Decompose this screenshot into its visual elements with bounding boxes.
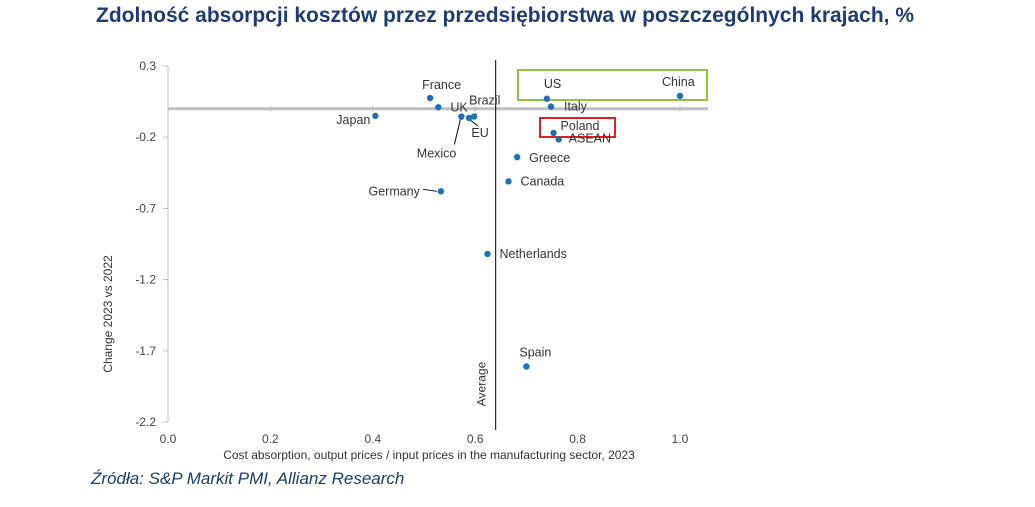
- y-tick-label: -0.7: [135, 201, 156, 215]
- point-label-greece: Greece: [529, 151, 570, 165]
- x-tick-label: 0.8: [569, 432, 586, 446]
- data-point-greece: [514, 154, 520, 160]
- point-label-spain: Spain: [519, 345, 551, 359]
- leader-line-mexico: [454, 120, 460, 145]
- y-tick-label: -1.7: [135, 344, 156, 358]
- point-label-china: China: [662, 75, 695, 89]
- data-point-us: [544, 96, 550, 102]
- x-axis-title: Cost absorption, output prices / input p…: [223, 448, 635, 462]
- point-label-asean: ASEAN: [569, 131, 611, 145]
- average-label: Average: [475, 361, 489, 406]
- leader-line-germany: [423, 189, 437, 191]
- data-point-france: [427, 95, 433, 101]
- source-note: Źródła: S&P Markit PMI, Allianz Research: [91, 469, 404, 489]
- data-point-canada: [505, 178, 511, 184]
- data-point-brazil: [471, 113, 477, 119]
- point-label-japan: Japan: [336, 113, 370, 127]
- data-point-mexico: [458, 113, 464, 119]
- data-point-japan: [372, 113, 378, 119]
- data-point-spain: [523, 363, 529, 369]
- y-tick-label: 0.3: [139, 59, 156, 73]
- point-label-eu: EU: [471, 126, 488, 140]
- x-tick-label: 0.0: [160, 432, 177, 446]
- x-tick-label: 1.0: [672, 432, 689, 446]
- x-tick-label: 0.4: [364, 432, 381, 446]
- data-point-poland: [550, 130, 556, 136]
- point-label-uk: UK: [450, 100, 468, 114]
- point-label-france: France: [422, 78, 461, 92]
- data-point-uk: [435, 104, 441, 110]
- x-tick-label: 0.2: [262, 432, 279, 446]
- y-axis-title: Change 2023 vs 2022: [101, 255, 115, 373]
- point-label-italy: Italy: [564, 100, 588, 114]
- y-tick-label: -1.2: [135, 273, 156, 287]
- point-label-netherlands: Netherlands: [499, 247, 566, 261]
- x-tick-label: 0.6: [467, 432, 484, 446]
- point-label-mexico: Mexico: [417, 147, 457, 161]
- point-label-germany: Germany: [368, 184, 420, 198]
- y-tick-label: -2.2: [135, 415, 156, 429]
- point-label-us: US: [544, 77, 561, 91]
- scatter-chart: 0.3 -0.2 -0.7 -1.2 -1.7 -2.2 0.0 0.2 0.4 0.6 0.8 1.…: [0, 0, 1035, 507]
- data-point-china: [677, 93, 683, 99]
- data-point-germany: [438, 188, 444, 194]
- y-tick-label: -0.2: [135, 130, 156, 144]
- data-point-asean: [555, 136, 561, 142]
- point-label-brazil: Brazil: [469, 94, 500, 108]
- data-point-italy: [548, 103, 554, 109]
- data-point-netherlands: [484, 251, 490, 257]
- point-label-canada: Canada: [520, 174, 564, 188]
